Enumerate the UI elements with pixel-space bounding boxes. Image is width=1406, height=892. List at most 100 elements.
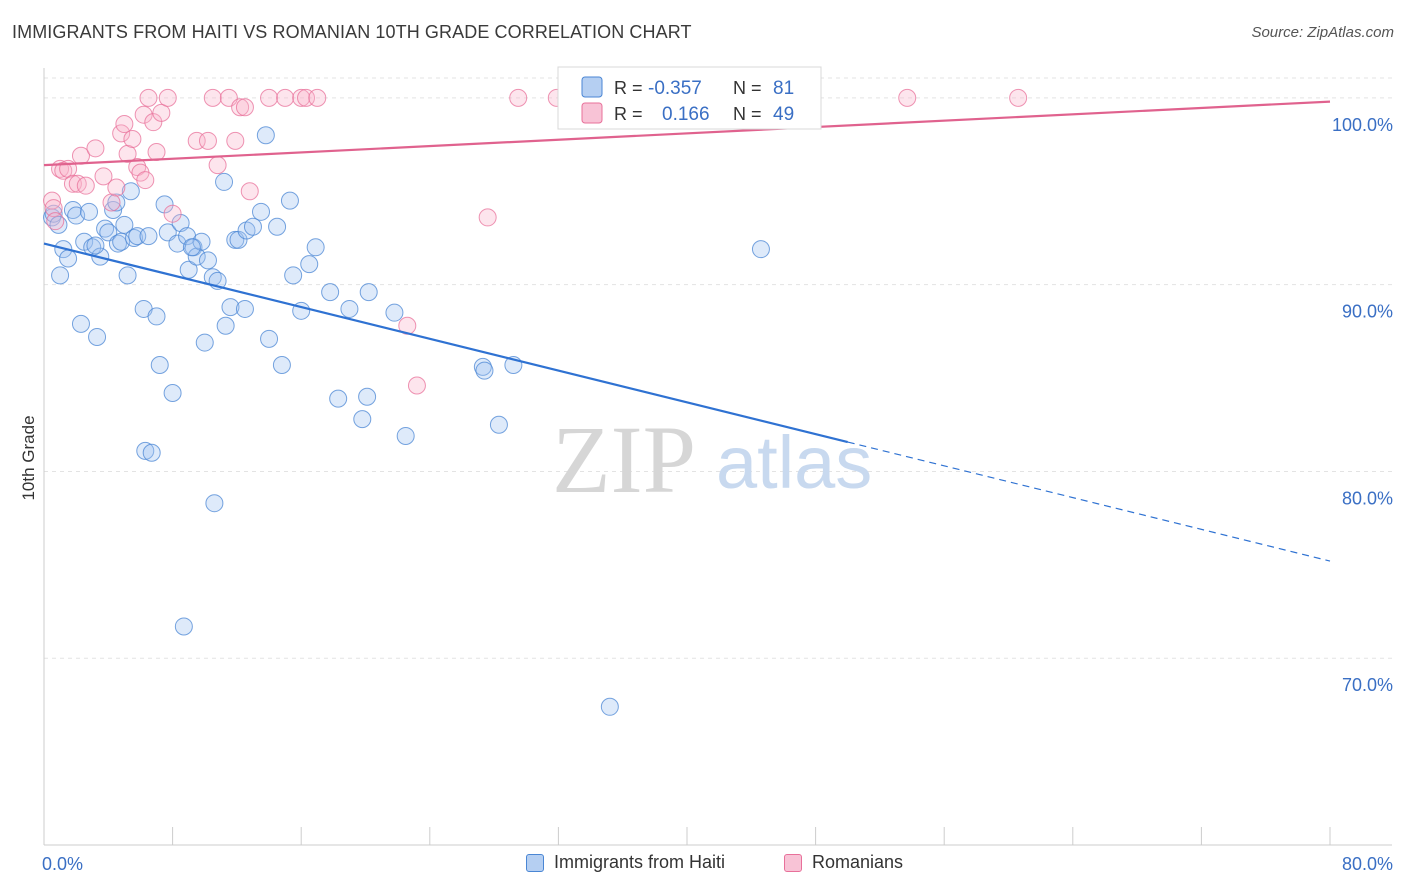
chart-title: IMMIGRANTS FROM HAITI VS ROMANIAN 10TH G… bbox=[12, 22, 692, 42]
stats-n-value-romanians: 49 bbox=[773, 104, 794, 125]
point-haiti bbox=[115, 215, 134, 234]
y-tick-label: 70.0% bbox=[1342, 675, 1393, 695]
stats-r-value-haiti: -0.357 bbox=[648, 78, 702, 99]
point-romanians bbox=[102, 193, 121, 212]
point-romanians bbox=[139, 88, 158, 107]
point-romanians bbox=[147, 143, 166, 162]
legend-swatch-romanians bbox=[784, 853, 802, 872]
point-romanians bbox=[76, 176, 95, 195]
point-haiti bbox=[396, 426, 415, 445]
point-romanians bbox=[107, 178, 126, 197]
point-haiti bbox=[489, 415, 508, 434]
point-romanians bbox=[163, 204, 182, 223]
point-haiti bbox=[142, 443, 161, 462]
point-haiti bbox=[182, 238, 201, 257]
point-romanians bbox=[898, 88, 917, 107]
point-haiti bbox=[284, 266, 303, 285]
point-haiti bbox=[80, 202, 99, 221]
stats-n-label-haiti: N = bbox=[733, 78, 762, 98]
point-haiti bbox=[108, 234, 127, 253]
point-romanians bbox=[94, 167, 113, 186]
point-haiti bbox=[136, 441, 155, 460]
point-haiti bbox=[235, 299, 254, 318]
point-romanians bbox=[198, 131, 217, 150]
x-tick-label: 0.0% bbox=[42, 854, 83, 874]
point-haiti bbox=[215, 172, 234, 191]
legend-label-haiti: Immigrants from Haiti bbox=[554, 852, 726, 872]
point-haiti bbox=[221, 298, 240, 317]
point-haiti bbox=[268, 217, 287, 236]
tick-labels: 70.0% 80.0% 90.0% 100.0% 0.0% 80.0% bbox=[42, 115, 1393, 874]
point-romanians bbox=[136, 171, 155, 190]
point-haiti bbox=[385, 303, 404, 322]
point-romanians bbox=[112, 124, 131, 143]
grid-lines bbox=[44, 77, 1392, 659]
point-haiti bbox=[139, 227, 158, 246]
point-haiti bbox=[306, 238, 325, 257]
stats-r-label-romanians: R = bbox=[614, 104, 643, 124]
x-tick-label: 80.0% bbox=[1342, 854, 1393, 874]
point-haiti bbox=[252, 202, 271, 221]
point-haiti bbox=[358, 387, 377, 406]
point-haiti bbox=[163, 383, 182, 402]
point-haiti bbox=[321, 283, 340, 302]
point-haiti bbox=[340, 299, 359, 318]
point-romanians bbox=[509, 88, 528, 107]
chart-source: Source: ZipAtlas.com bbox=[1251, 24, 1394, 41]
point-haiti bbox=[147, 307, 166, 326]
point-romanians bbox=[208, 156, 227, 175]
trend-line-haiti-extrapolated bbox=[847, 441, 1331, 562]
stats-swatch-romanians bbox=[581, 102, 603, 124]
scatter-points bbox=[43, 88, 1028, 716]
watermark: ZIP atlas bbox=[552, 406, 872, 513]
point-romanians bbox=[203, 88, 222, 107]
legend-item-romanians[interactable]: Romanians bbox=[784, 852, 903, 873]
point-romanians bbox=[115, 115, 134, 134]
stats-n-value-haiti: 81 bbox=[773, 78, 794, 99]
point-haiti bbox=[118, 266, 137, 285]
point-haiti bbox=[88, 327, 107, 346]
stats-legend: R = -0.357 N = 81 R = 0.166 N = 49 bbox=[557, 66, 822, 130]
point-haiti bbox=[192, 232, 211, 251]
point-haiti bbox=[125, 228, 144, 247]
point-haiti bbox=[353, 410, 372, 429]
y-axis-label: 10th Grade bbox=[19, 415, 38, 500]
point-haiti bbox=[300, 255, 319, 274]
point-romanians bbox=[226, 131, 245, 150]
point-romanians bbox=[407, 376, 426, 395]
point-haiti bbox=[751, 240, 770, 259]
point-romanians bbox=[1009, 88, 1028, 107]
point-haiti bbox=[329, 389, 348, 408]
point-haiti bbox=[475, 361, 494, 380]
point-haiti bbox=[260, 329, 279, 348]
point-romanians bbox=[43, 191, 62, 210]
point-haiti bbox=[205, 494, 224, 513]
legend-swatch-haiti bbox=[526, 853, 544, 872]
point-haiti bbox=[107, 193, 126, 212]
trend-line-romanians bbox=[43, 100, 1331, 167]
stats-r-label-haiti: R = bbox=[614, 78, 643, 98]
point-haiti bbox=[198, 251, 217, 270]
point-haiti bbox=[51, 266, 70, 285]
point-haiti bbox=[256, 126, 275, 145]
point-haiti bbox=[86, 236, 105, 255]
point-romanians bbox=[134, 105, 153, 124]
legend-label-romanians: Romanians bbox=[812, 852, 904, 872]
point-haiti bbox=[150, 355, 169, 374]
watermark-atlas: atlas bbox=[716, 421, 872, 504]
point-haiti bbox=[243, 217, 262, 236]
point-romanians bbox=[240, 182, 259, 201]
point-romanians bbox=[276, 88, 295, 107]
point-romanians bbox=[308, 88, 327, 107]
stats-n-label-romanians: N = bbox=[733, 104, 762, 124]
point-romanians bbox=[44, 199, 63, 218]
point-haiti bbox=[216, 316, 235, 335]
trend-line-haiti bbox=[43, 242, 849, 444]
trend-lines bbox=[43, 100, 1331, 562]
point-haiti bbox=[59, 249, 78, 268]
point-haiti bbox=[121, 182, 140, 201]
point-romanians bbox=[158, 88, 177, 107]
point-romanians bbox=[292, 88, 311, 107]
legend-item-haiti[interactable]: Immigrants from Haiti bbox=[526, 852, 725, 873]
